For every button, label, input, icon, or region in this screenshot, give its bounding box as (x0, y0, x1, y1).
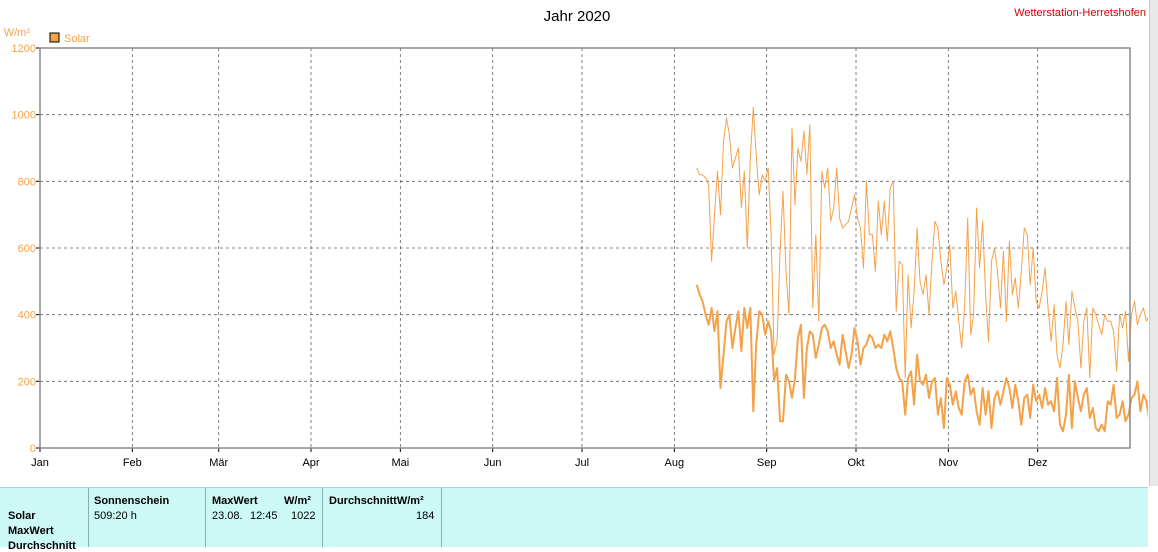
y-tick-label: 600 (18, 243, 36, 255)
x-tick-label: Apr (302, 457, 319, 469)
x-tick-label: Mai (391, 457, 409, 469)
x-tick-label: Sep (757, 457, 777, 469)
column-divider (322, 488, 323, 547)
maxwert-date: 23.08. (212, 510, 243, 522)
row-label-solar: Solar (8, 510, 36, 522)
x-tick-label: Mär (209, 457, 228, 469)
legend-swatch-solar (49, 32, 60, 43)
avg-header: DurchschnittW/m² (329, 495, 424, 507)
row-label-durchschnitt: Durchschnitt (8, 540, 76, 552)
y-tick-label: 0 (30, 443, 36, 455)
summary-panel: Solar MaxWert Durchschnitt Sonnenschein … (0, 487, 1148, 552)
maxwert-time: 12:45 (250, 510, 278, 522)
legend: Solar (49, 32, 90, 45)
chart: Jahr 2020 Wetterstation-Herretshofen W/m… (4, 7, 1148, 469)
y-tick-label: 400 (18, 310, 36, 322)
x-axis-ticks: Jan Feb Mär Apr Mai Jun Jul Aug Sep Okt Nov Dez (31, 448, 1047, 469)
series (695, 106, 1148, 433)
column-divider (88, 488, 89, 547)
x-tick-label: Feb (123, 457, 142, 469)
sunshine-value: 509:20 h (94, 510, 137, 522)
sunshine-header: Sonnenschein (94, 495, 170, 507)
x-tick-label: Jun (484, 457, 502, 469)
avg-value: 184 (416, 510, 435, 522)
x-tick-label: Aug (665, 457, 685, 469)
plot-frame (39, 47, 1131, 449)
maxwert-header: MaxWert (212, 495, 258, 507)
x-tick-label: Dez (1028, 457, 1048, 469)
x-tick-label: Okt (847, 457, 864, 469)
y-tick-label: 800 (18, 176, 36, 188)
y-tick-label: 200 (18, 376, 36, 388)
maxwert-unit: W/m² (284, 495, 311, 507)
y-axis-unit: W/m² (4, 27, 31, 39)
column-divider (441, 488, 442, 547)
station-name: Wetterstation-Herretshofen (1014, 7, 1146, 19)
y-tick-label: 1000 (12, 110, 36, 122)
y-axis-ticks: 0 200 400 600 800 1000 1200 (12, 43, 40, 455)
series-line-solar-average (695, 284, 1148, 433)
series-line-solar-max (696, 106, 1148, 379)
x-tick-label: Jan (31, 457, 49, 469)
row-label-maxwert: MaxWert (8, 525, 54, 537)
legend-label-solar: Solar (64, 33, 90, 45)
x-tick-label: Nov (939, 457, 959, 469)
grid (40, 48, 1130, 448)
y-tick-label: 1200 (12, 43, 36, 55)
x-tick-label: Jul (575, 457, 589, 469)
chart-title: Jahr 2020 (544, 8, 611, 25)
column-divider (205, 488, 206, 547)
vertical-scrollbar[interactable] (1149, 0, 1158, 486)
maxwert-value: 1022 (291, 510, 316, 522)
